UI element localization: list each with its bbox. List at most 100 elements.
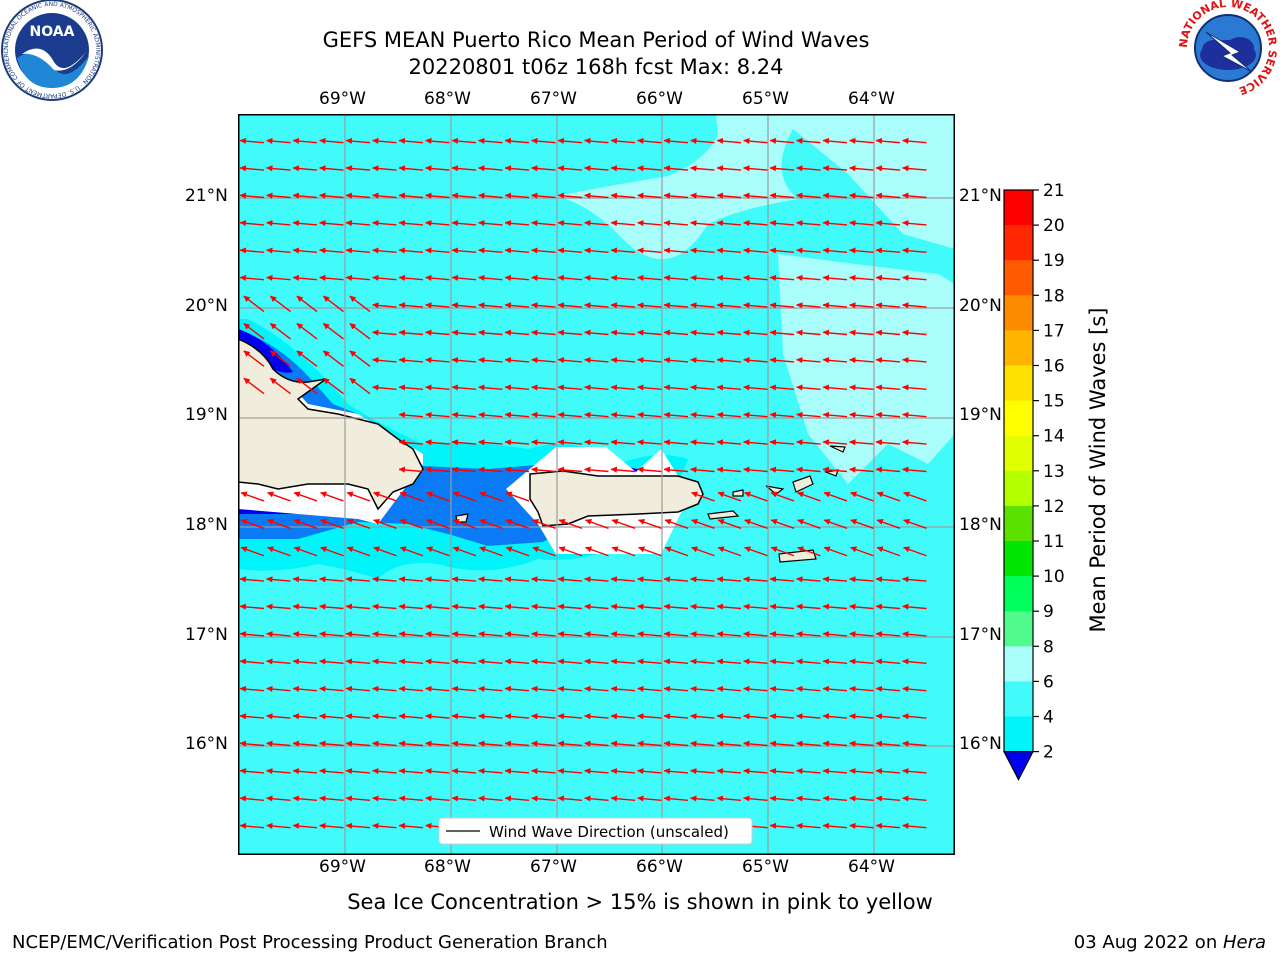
colorbar-segment [1004,435,1033,472]
wind-arrow-head [266,274,273,281]
wind-arrow-head [240,546,248,552]
wind-arrow-head [239,795,247,802]
wind-arrow-head [796,466,803,473]
wind-arrow-head [663,795,671,802]
wind-arrow-head [663,329,671,336]
wind-arrow-head [849,220,856,226]
wind-arrow-head [610,795,618,802]
lat-tick-left: 19°N [185,405,228,425]
wind-arrow-head [293,546,301,552]
wind-arrow-head [267,519,275,525]
wind-arrow-head [875,302,883,309]
wind-arrow-head [292,165,300,172]
wind-arrow-head [610,220,618,226]
wind-arrow-head [796,411,803,418]
wind-arrow-head [373,546,381,552]
colorbar-tick-label: 10 [1043,567,1065,587]
wind-arrow-head [531,302,538,309]
colorbar-tick-label: 9 [1043,602,1054,622]
wind-arrow-head [372,384,379,391]
wind-arrow-head [504,713,512,720]
wind-arrow-head [822,685,830,692]
wind-arrow-head [239,137,247,144]
wind-arrow-head [610,302,618,309]
wind-arrow-head [425,357,432,363]
wind-arrow-head [584,713,591,720]
wind-arrow-head [822,795,830,802]
colorbar-label: Mean Period of Wind Waves [s] [1086,307,1110,633]
wind-arrow-head [584,439,591,446]
wind-arrow-head [296,350,304,357]
wind-arrow-head [638,519,646,525]
colorbar-segment [1004,365,1033,402]
wind-arrow-head [822,329,830,336]
wind-arrow-head [743,220,750,226]
wind-arrow-head [743,247,750,254]
wind-arrow-head [822,822,830,829]
wind-arrow-head [875,768,883,774]
wind-arrow-head [663,357,671,363]
wind-arrow-head [690,713,697,720]
wind-arrow-head [504,192,512,199]
wind-arrow-head [557,274,565,281]
wind-arrow-head [690,740,697,747]
map-frame [238,114,955,855]
wind-arrow-head [531,685,538,692]
wind-arrow-head [478,357,485,363]
wind-arrow-head [743,302,750,309]
wind-arrow-head [610,576,618,583]
colorbar-segment [1004,470,1033,507]
wind-arrow-head [478,740,485,747]
wind-arrow-head [372,658,379,665]
wind-arrow-head [292,740,300,747]
wind-arrow-head [584,384,591,391]
wind-arrow-head [531,768,538,774]
wind-arrow-head [584,247,591,254]
wind-arrow-head [425,165,432,172]
wind-arrow-head [239,603,247,610]
wind-arrow-head [796,631,803,637]
colorbar-svg: 21 20 19 18 17 16 15 14 13 12 11 10 9 8 6 4 2 [1003,181,1065,781]
wind-arrow-head [320,546,328,552]
wind-arrow-head [770,546,778,552]
wind-arrow-head [849,247,856,254]
wind-arrow-head [292,274,300,281]
wind-arrow-head [849,274,856,281]
wind-arrow-head [663,685,671,692]
wind-arrow-head [239,740,247,747]
wind-arrow-head [372,685,379,692]
wind-arrow-head [239,576,247,583]
wind-arrow-head [425,576,432,583]
wind-arrow-head [266,137,273,144]
wind-arrow-head [663,302,671,309]
wind-arrow-head [372,795,379,802]
wind-arrow-head [849,137,856,144]
wind-arrow-head [584,768,591,774]
wind-arrow-head [504,685,512,692]
wind-arrow-head [451,439,459,446]
wind-arrow-head [266,576,273,583]
wind-arrow-head [319,713,326,720]
colorbar-tick-label: 21 [1043,181,1065,201]
wind-arrow-head [243,350,251,357]
wind-arrow-head [584,302,591,309]
colorbar-segment [1004,681,1033,717]
wind-arrow-head [292,795,300,802]
wind-arrow-head [451,685,459,692]
wind-arrow-head [319,658,326,665]
wind-arrow-head [610,685,618,692]
wind-arrow-head [292,685,300,692]
wind-arrow-head [743,768,750,774]
wind-arrow-head [505,491,513,498]
lon-tick-bottom: 66°W [636,857,683,877]
wind-arrow-head [769,411,777,418]
wind-arrow-head [822,439,830,446]
wind-arrow-head [822,631,830,637]
wind-arrow-head [875,713,883,720]
wind-arrow-head [266,192,273,199]
wind-arrow-head [531,713,538,720]
footer-date: 03 Aug 2022 on [1073,932,1223,953]
wind-arrow-head [504,411,512,418]
wind-arrow-head [266,220,273,226]
wind-arrow-head [743,165,750,172]
